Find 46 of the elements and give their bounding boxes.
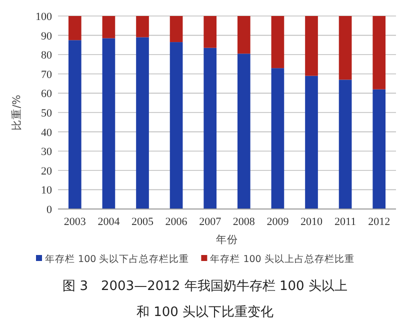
y-tick-label: 60 [41,88,52,100]
y-tick-label: 90 [41,30,52,42]
bar [305,76,318,209]
x-tick-label: 2011 [334,216,356,228]
y-tick-label: 80 [41,50,52,62]
bar [102,38,116,209]
bar [372,89,386,209]
bar [204,16,217,48]
bar [102,16,116,38]
x-axis-title: 年份 [216,234,238,246]
y-tick-label: 100 [36,11,52,23]
bar [204,48,217,209]
bar [170,42,183,209]
x-tick-label: 2009 [266,216,290,228]
x-tick-label: 2007 [199,216,222,228]
text: 图 3 2003—2012 年我国奶牛存栏 100 头以上和 100 头以下比重变化 [62,279,348,320]
y-tick-label: 10 [41,184,52,197]
y-tick-label: 70 [41,68,52,81]
y-tick-label: 40 [41,126,52,139]
bar [271,68,284,209]
bar [305,16,318,76]
x-tick-label: 2006 [165,216,188,228]
y-tick-label: 50 [41,108,52,120]
x-tick-label: 2008 [232,216,256,228]
legend-label: 年存栏 100 头以下占总存栏比重 [45,253,190,265]
y-tick-label: 0 [46,204,52,216]
legend-label: 年存栏 100 头以上占总存栏比重 [210,253,354,265]
bar [338,80,352,209]
y-axis-title: 比重/% [10,94,23,130]
x-tick-label: 2005 [132,216,154,228]
bar [68,16,82,40]
bar [237,54,250,209]
bar [136,16,149,38]
y-tick-label: 20 [41,165,52,178]
bar [372,16,386,90]
bar [271,16,284,68]
x-tick-label: 2012 [368,216,390,228]
x-tick-label: 2003 [64,216,86,228]
x-tick-label: 2004 [98,216,120,228]
bar [136,37,149,209]
bar [237,16,250,54]
bar [68,40,82,209]
bar [338,16,352,80]
x-tick-label: 2010 [300,216,323,228]
y-tick-label: 30 [41,146,52,158]
bar [170,16,183,42]
